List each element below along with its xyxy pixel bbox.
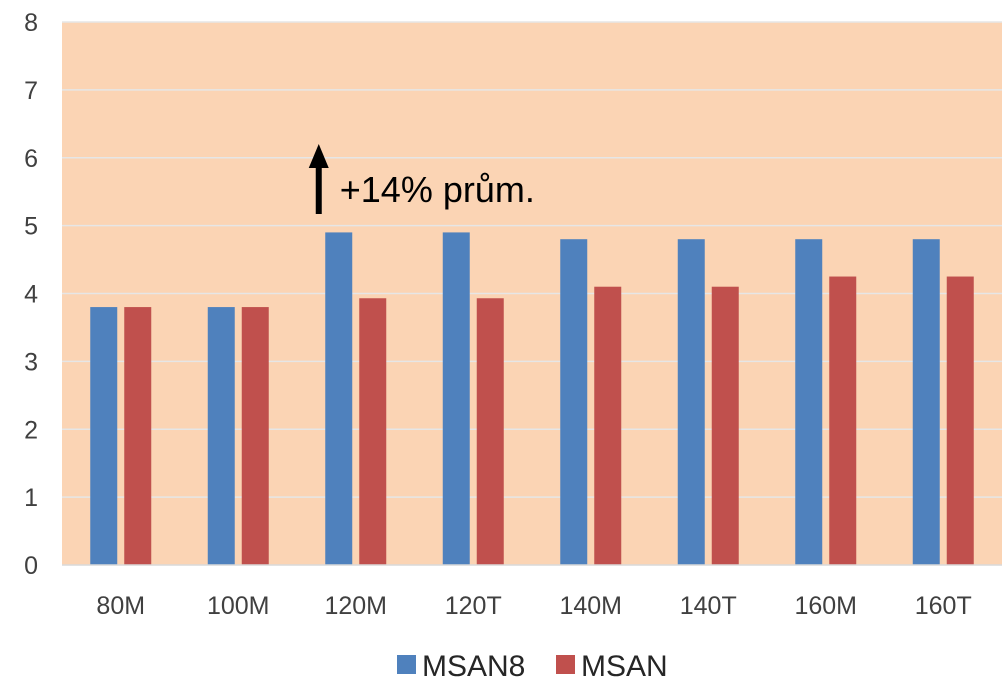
y-tick-label: 4 xyxy=(24,281,38,309)
bar-msan8-100m xyxy=(208,307,235,565)
legend-label-msan8: MSAN8 xyxy=(422,650,525,681)
x-tick-label: 120T xyxy=(445,592,502,620)
bar-msan-160m xyxy=(829,277,856,565)
arrow-shaft xyxy=(316,160,322,214)
y-tick-label: 1 xyxy=(24,484,38,512)
legend-swatch-msan xyxy=(556,655,575,674)
y-tick-label: 7 xyxy=(24,77,38,105)
y-tick-label: 2 xyxy=(24,416,38,444)
bar-msan8-140t xyxy=(678,239,705,565)
bar-msan8-120m xyxy=(325,232,352,565)
legend-swatch-msan8 xyxy=(397,655,416,674)
bar-msan-100m xyxy=(242,307,269,565)
y-axis: 0 1 2 3 4 5 6 7 8 xyxy=(24,9,38,580)
x-tick-label: 80M xyxy=(96,592,145,620)
bar-msan-80m xyxy=(124,307,151,565)
x-tick-label: 140T xyxy=(680,592,737,620)
bar-msan-120m xyxy=(359,298,386,565)
x-axis: 80M 100M 120M 120T 140M 140T 160M 160T xyxy=(62,565,1002,620)
bar-msan-140t xyxy=(712,287,739,565)
legend: MSAN8 MSAN xyxy=(397,650,668,681)
y-tick-label: 5 xyxy=(24,213,38,241)
x-tick-label: 100M xyxy=(207,592,270,620)
x-tick-label: 160M xyxy=(794,592,857,620)
annotation-text: +14% prům. xyxy=(340,169,535,210)
x-tick-label: 160T xyxy=(915,592,972,620)
bar-msan8-160m xyxy=(795,239,822,565)
legend-label-msan: MSAN xyxy=(581,650,668,681)
bar-msan-140m xyxy=(594,287,621,565)
bar-msan-120t xyxy=(477,298,504,565)
bar-msan8-80m xyxy=(90,307,117,565)
y-tick-label: 3 xyxy=(24,348,38,376)
x-tick-label: 120M xyxy=(324,592,387,620)
y-tick-label: 0 xyxy=(24,552,38,580)
bar-msan-160t xyxy=(947,277,974,565)
bar-msan8-120t xyxy=(443,232,470,565)
x-tick-label: 140M xyxy=(559,592,622,620)
y-tick-label: 8 xyxy=(24,9,38,37)
y-tick-label: 6 xyxy=(24,145,38,173)
bar-msan8-160t xyxy=(913,239,940,565)
bar-msan8-140m xyxy=(560,239,587,565)
